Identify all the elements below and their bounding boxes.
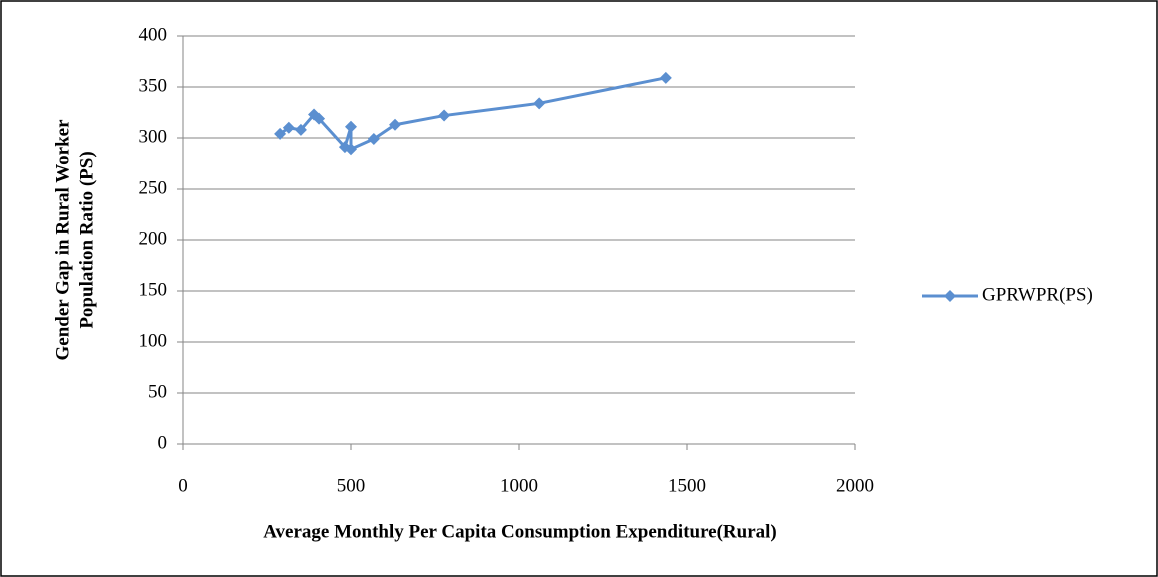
x-tick-label: 2000 xyxy=(836,475,874,496)
y-tick-label: 0 xyxy=(158,432,168,453)
data-point xyxy=(345,120,357,133)
legend-marker xyxy=(944,290,956,302)
y-tick-label: 50 xyxy=(148,381,167,402)
y-tick-label: 350 xyxy=(139,75,168,96)
data-point xyxy=(294,123,307,136)
x-axis-label: Average Monthly Per Capita Consumption E… xyxy=(263,521,777,542)
x-tick-label: 500 xyxy=(337,475,366,496)
y-axis-label-line: Population Ratio (PS) xyxy=(76,151,97,328)
x-tick-label: 1500 xyxy=(668,475,706,496)
y-tick-label: 200 xyxy=(139,228,168,249)
data-point xyxy=(533,97,546,110)
data-point xyxy=(345,143,357,156)
data-point xyxy=(274,127,287,140)
legend-label: GPRWPR(PS) xyxy=(982,284,1093,305)
x-tick-label: 0 xyxy=(178,475,188,496)
data-point xyxy=(659,71,672,84)
x-tick-label: 1000 xyxy=(500,475,538,496)
data-point xyxy=(438,109,451,122)
y-tick-label: 100 xyxy=(139,330,168,351)
y-axis-label-line: Gender Gap in Rural Worker xyxy=(52,119,73,361)
y-axis-label: Gender Gap in Rural Worker Population Ra… xyxy=(52,119,97,361)
y-tick-label: 400 xyxy=(139,24,168,45)
y-tick-label: 150 xyxy=(139,279,168,300)
data-point xyxy=(282,121,295,134)
y-tick-label: 300 xyxy=(139,126,168,147)
data-point xyxy=(389,118,402,131)
data-point xyxy=(313,112,326,125)
y-tick-label: 250 xyxy=(139,177,168,198)
data-point xyxy=(367,133,380,146)
